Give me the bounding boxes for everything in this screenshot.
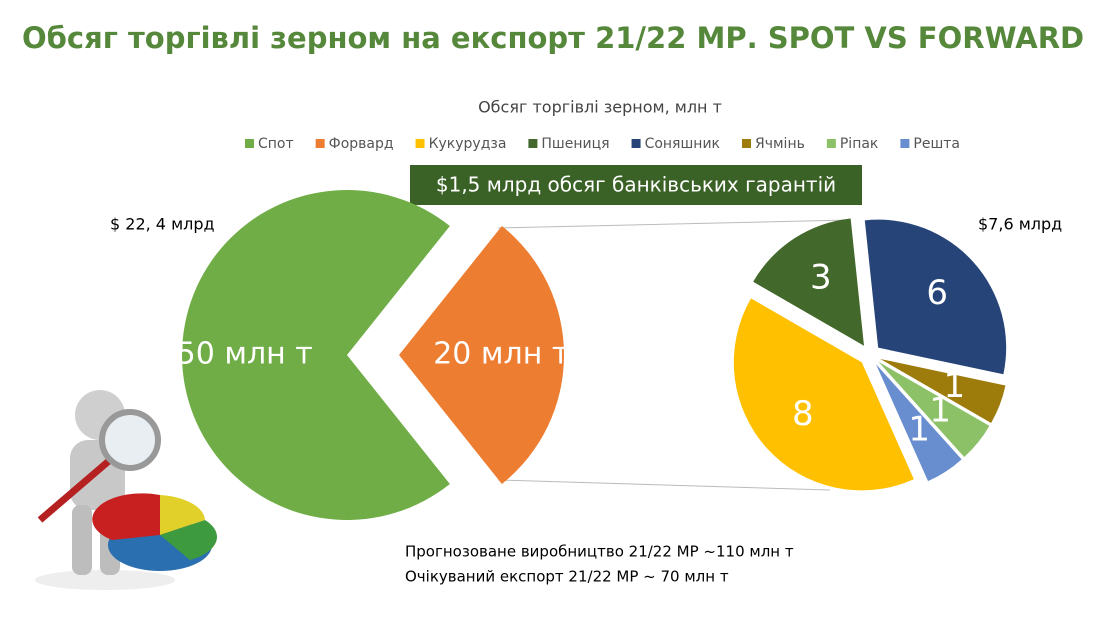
- slice-label: 1: [929, 390, 951, 430]
- slice-label: 20 млн т: [433, 337, 569, 372]
- legend-label: Решта: [913, 136, 960, 152]
- pie-slice: [878, 361, 990, 458]
- pie-slice: [880, 358, 1006, 423]
- legend-label: Спот: [258, 136, 294, 152]
- connector: [497, 479, 831, 491]
- slice-label: 8: [792, 394, 814, 434]
- annotation: $ 22, 4 млрд: [110, 215, 215, 234]
- legend-label: Соняшник: [645, 136, 720, 152]
- pie-slice: [733, 298, 914, 491]
- chart-title: Обсяг торгівлі зерном, млн т: [478, 98, 722, 117]
- pie-slice: [753, 218, 865, 346]
- slice-label: 1: [908, 409, 930, 449]
- legend-swatch: [631, 139, 641, 148]
- legend-swatch: [315, 139, 325, 148]
- legend-swatch: [415, 139, 425, 148]
- banner: $1,5 млрд обсяг банківських гарантій: [436, 173, 836, 197]
- slice-label: 50 млн т: [177, 337, 313, 372]
- legend-label: Кукурудза: [429, 136, 507, 152]
- slice-label: 3: [810, 258, 832, 298]
- note: Прогнозоване виробництво 21/22 МР ~110 м…: [405, 543, 794, 561]
- pie-slice: [181, 189, 450, 520]
- legend-swatch: [245, 139, 254, 148]
- annotation: $7,6 млрд: [978, 215, 1062, 234]
- banner-box: [410, 165, 862, 205]
- legend-swatch: [826, 139, 836, 148]
- legend-swatch: [900, 139, 910, 148]
- legend-swatch: [742, 139, 751, 148]
- slice-label: 1: [944, 366, 966, 406]
- pie-slice: [864, 219, 1007, 375]
- slice-label: 6: [926, 273, 948, 313]
- legend-swatch: [528, 139, 538, 148]
- note: Очікуваний експорт 21/22 МР ~ 70 млн т: [405, 568, 729, 586]
- connector: [497, 219, 851, 229]
- legend-label: Форвард: [329, 136, 394, 152]
- clipart: [35, 390, 218, 590]
- legend-label: Ріпак: [840, 136, 879, 152]
- pie-slice: [875, 364, 962, 482]
- pie-slice: [399, 225, 564, 485]
- legend-label: Пшениця: [541, 136, 609, 152]
- legend-label: Ячмінь: [755, 136, 805, 152]
- slide-title: Обсяг торгівлі зерном на експорт 21/22 М…: [22, 21, 1084, 55]
